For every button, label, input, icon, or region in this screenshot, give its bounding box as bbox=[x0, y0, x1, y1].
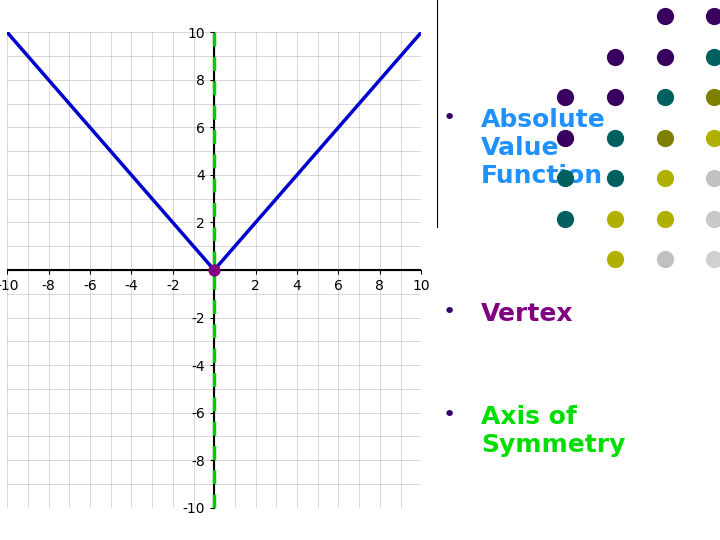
Point bbox=[659, 174, 670, 183]
Point bbox=[708, 133, 720, 142]
Point bbox=[659, 214, 670, 223]
Point bbox=[708, 255, 720, 264]
Point bbox=[708, 12, 720, 21]
Point bbox=[559, 214, 571, 223]
Point bbox=[609, 52, 621, 61]
Point bbox=[708, 174, 720, 183]
Text: •: • bbox=[443, 405, 456, 425]
Point bbox=[659, 52, 670, 61]
Point bbox=[559, 93, 571, 102]
Text: Absolute
Value
Function: Absolute Value Function bbox=[481, 108, 606, 187]
Point bbox=[659, 133, 670, 142]
Point bbox=[659, 12, 670, 21]
Text: Axis of
Symmetry: Axis of Symmetry bbox=[481, 405, 625, 457]
Point bbox=[609, 255, 621, 264]
Point bbox=[659, 255, 670, 264]
Text: Vertex: Vertex bbox=[481, 302, 573, 326]
Point bbox=[708, 93, 720, 102]
Point bbox=[609, 133, 621, 142]
Point bbox=[708, 52, 720, 61]
Text: •: • bbox=[443, 108, 456, 128]
Point bbox=[708, 214, 720, 223]
Point bbox=[559, 133, 571, 142]
Point bbox=[609, 93, 621, 102]
Point bbox=[609, 214, 621, 223]
Text: •: • bbox=[443, 302, 456, 322]
Point bbox=[659, 93, 670, 102]
Point bbox=[559, 174, 571, 183]
Point bbox=[609, 174, 621, 183]
Point bbox=[209, 266, 220, 274]
